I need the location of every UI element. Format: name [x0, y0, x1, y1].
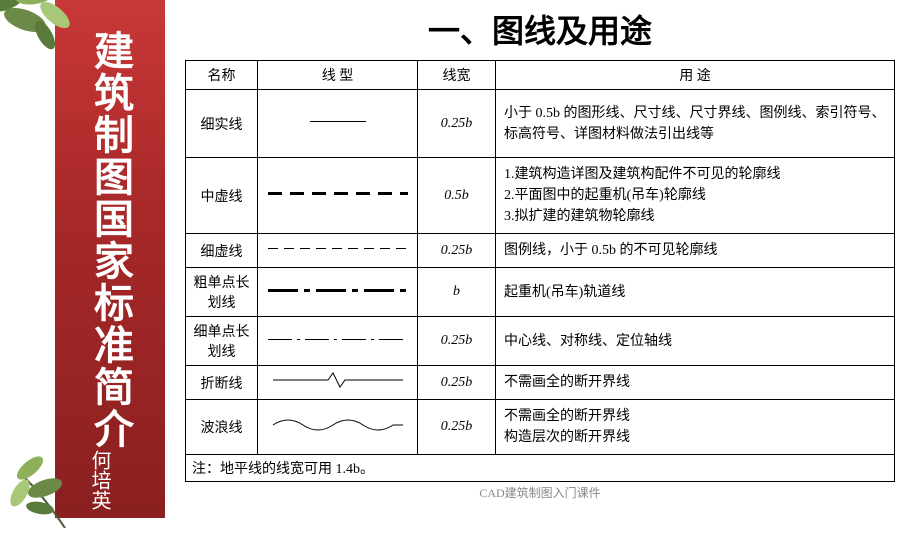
cell-linetype — [258, 400, 418, 455]
line-sample-thick-dashdot — [268, 280, 408, 300]
leaf-decoration-bottom — [0, 438, 85, 528]
cell-name: 中虚线 — [186, 158, 258, 234]
table-row: 波浪线 0.25b不需画全的断开界线构造层次的断开界线 — [186, 400, 895, 455]
table-row: 细虚线 0.25b图例线，小于 0.5b 的不可见轮廓线 — [186, 234, 895, 268]
table-row: 折断线 0.25b不需画全的断开界线 — [186, 366, 895, 400]
header-type: 线 型 — [258, 61, 418, 90]
content-area: 一、图线及用途 名称 线 型 线宽 用 途 细实线0.25b小于 0.5b 的图… — [175, 0, 905, 507]
cell-usage: 不需画全的断开界线构造层次的断开界线 — [496, 400, 895, 455]
cell-name: 粗单点长划线 — [186, 268, 258, 317]
cell-usage: 图例线，小于 0.5b 的不可见轮廓线 — [496, 234, 895, 268]
table-row: 细单点长划线 0.25b中心线、对称线、定位轴线 — [186, 317, 895, 366]
table-row: 中虚线 0.5b1.建筑构造详图及建筑构配件不可见的轮廓线2.平面图中的起重机(吊… — [186, 158, 895, 234]
table-footnote: 注：地平线的线宽可用 1.4b。 — [186, 455, 895, 482]
sidebar-title: 建筑制图国家标准简介 — [81, 30, 139, 450]
line-sample-wave-line — [268, 415, 408, 435]
footer-text: CAD建筑制图入门课件 — [185, 484, 895, 501]
cell-width: 0.25b — [418, 400, 496, 455]
header-name: 名称 — [186, 61, 258, 90]
cell-width: 0.5b — [418, 158, 496, 234]
header-width: 线宽 — [418, 61, 496, 90]
line-sample-medium-dash — [268, 183, 408, 203]
cell-usage: 中心线、对称线、定位轴线 — [496, 317, 895, 366]
cell-linetype — [258, 317, 418, 366]
cell-name: 折断线 — [186, 366, 258, 400]
line-sample-break-line — [268, 370, 408, 390]
cell-usage: 不需画全的断开界线 — [496, 366, 895, 400]
header-usage: 用 途 — [496, 61, 895, 90]
cell-linetype — [258, 268, 418, 317]
sidebar-author: 何培英 — [85, 450, 114, 510]
cell-linetype — [258, 90, 418, 158]
line-sample-thin-dashdot — [268, 329, 408, 349]
cell-linetype — [258, 366, 418, 400]
cell-name: 细虚线 — [186, 234, 258, 268]
cell-width: b — [418, 268, 496, 317]
cell-usage: 起重机(吊车)轨道线 — [496, 268, 895, 317]
table-row: 细实线 0.25b小于 0.5b 的图形线、尺寸线、尺寸界线、图例线、索引符号、标… — [186, 90, 895, 158]
cell-width: 0.25b — [418, 90, 496, 158]
line-sample-thin-solid — [268, 111, 408, 131]
cell-usage: 1.建筑构造详图及建筑构配件不可见的轮廓线2.平面图中的起重机(吊车)轮廓线3.… — [496, 158, 895, 234]
table-header-row: 名称 线 型 线宽 用 途 — [186, 61, 895, 90]
line-types-table: 名称 线 型 线宽 用 途 细实线0.25b小于 0.5b 的图形线、尺寸线、尺… — [185, 60, 895, 482]
table-row: 粗单点长划线 b起重机(吊车)轨道线 — [186, 268, 895, 317]
cell-width: 0.25b — [418, 317, 496, 366]
cell-name: 细实线 — [186, 90, 258, 158]
cell-width: 0.25b — [418, 366, 496, 400]
page-title: 一、图线及用途 — [185, 6, 895, 52]
cell-linetype — [258, 234, 418, 268]
cell-width: 0.25b — [418, 234, 496, 268]
cell-usage: 小于 0.5b 的图形线、尺寸线、尺寸界线、图例线、索引符号、标高符号、详图材料… — [496, 90, 895, 158]
cell-name: 细单点长划线 — [186, 317, 258, 366]
cell-name: 波浪线 — [186, 400, 258, 455]
leaf-decoration-top — [0, 0, 90, 60]
cell-linetype — [258, 158, 418, 234]
line-sample-thin-dash — [268, 238, 408, 258]
